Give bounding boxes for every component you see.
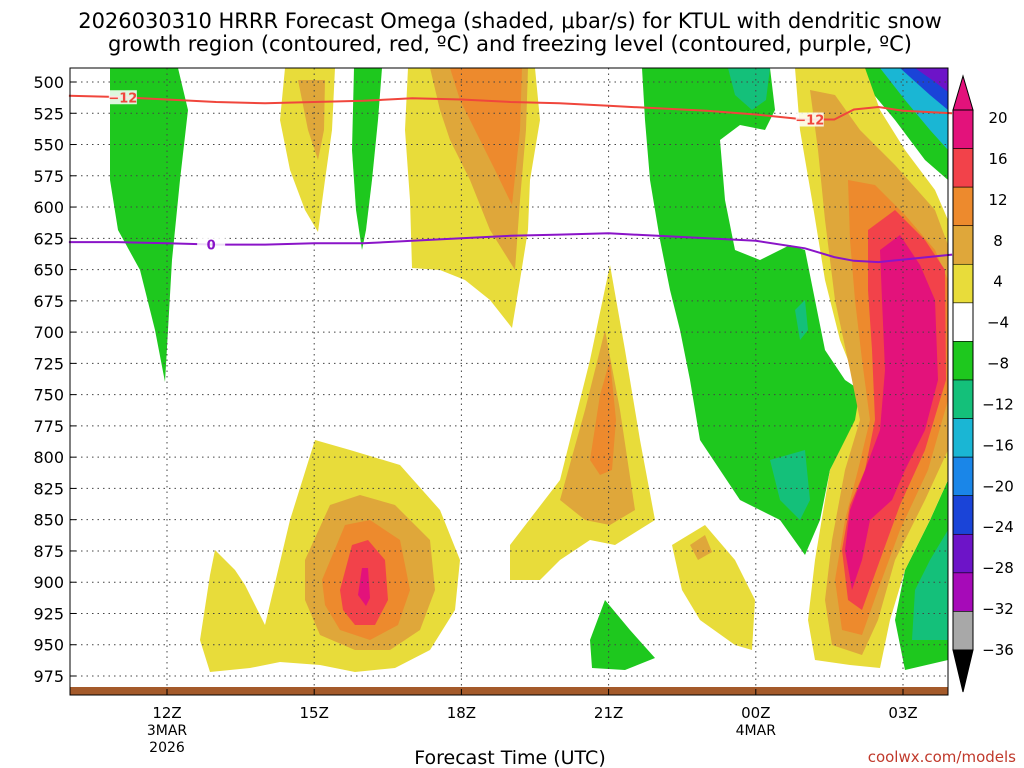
dendritic-growth-minus12-label-bg <box>795 112 824 127</box>
colorbar-swatch <box>952 379 974 419</box>
colorbar-swatch <box>952 341 974 381</box>
x-tick-label: 00Z <box>741 704 770 722</box>
colorbar-tick-label: −12 <box>982 395 1014 413</box>
x-tick-label: 15Z <box>300 704 329 722</box>
y-tick-label: 950 <box>33 636 64 655</box>
dendritic-growth-minus12-label: −12 <box>795 114 824 129</box>
colorbar-top-arrow <box>952 74 974 111</box>
omega-region-neg-right-cyan <box>912 530 948 640</box>
plot-frame <box>69 67 949 696</box>
x-tick-sublabel: 3MAR <box>147 723 188 739</box>
colorbar-frame <box>952 109 974 651</box>
omega-region-neg-center <box>642 68 860 555</box>
freezing-level-0-label-bg <box>197 237 226 252</box>
colorbar-tick-label: −8 <box>987 355 1009 373</box>
y-tick-label: 550 <box>33 136 64 155</box>
colorbar-tick-label: −20 <box>982 477 1014 495</box>
y-tick-label: 975 <box>33 667 64 686</box>
omega-region-neg-bottom <box>590 600 655 670</box>
y-tick-label: 600 <box>33 198 64 217</box>
colorbar-swatch <box>952 263 974 304</box>
y-tick-label: 700 <box>33 323 64 342</box>
omega-region-neg-cyan2 <box>770 450 810 520</box>
dendritic-growth-minus12-line <box>68 94 953 121</box>
omega-region-pos-d-pink <box>358 568 370 606</box>
colorbar-tick-label: −4 <box>987 314 1009 332</box>
y-tick-label: 650 <box>33 261 64 280</box>
x-tick-label: 12Z <box>152 704 181 722</box>
y-tick-label: 875 <box>33 542 64 561</box>
y-tick-label: 800 <box>33 448 64 467</box>
colorbar-tick-label: −16 <box>982 436 1014 454</box>
colorbar-swatch <box>952 186 974 227</box>
y-axis: 500 525 550 575 600 625 650 675 700 725 750 775 800 8… <box>33 73 76 686</box>
omega-region-pos-e-amber <box>690 535 712 560</box>
chart-title-line1: 2026030310 HRRR Forecast Omega (shaded, … <box>78 9 942 33</box>
omega-region-neg-topright-purple <box>915 68 948 92</box>
colorbar-swatch <box>952 302 974 342</box>
y-tick-label: 575 <box>33 167 64 186</box>
colorbar-tick-label: 16 <box>988 150 1007 168</box>
omega-region-pos-f-pink <box>845 235 938 590</box>
colorbar-bottom-arrow <box>952 649 974 693</box>
colorbar-swatch <box>952 533 974 574</box>
y-tick-label: 925 <box>33 604 64 623</box>
omega-region-neg-cyan1 <box>728 68 770 110</box>
contour-lines: −12 −12 0 <box>68 90 953 264</box>
y-tick-label: 825 <box>33 479 64 498</box>
y-tick-label: 850 <box>33 511 64 530</box>
y-tick-label: 675 <box>33 292 64 311</box>
colorbar-tick-label: −28 <box>982 559 1014 577</box>
omega-region-neg-cyan3 <box>795 300 808 340</box>
colorbar-swatch <box>952 495 974 535</box>
colorbar-swatch <box>952 572 974 612</box>
x-tick-label: 21Z <box>594 704 623 722</box>
credit-text: coolwx.com/models <box>868 748 1016 766</box>
colorbar-swatch <box>952 418 974 458</box>
colorbar-swatch <box>952 611 974 651</box>
x-tick-label: 18Z <box>447 704 476 722</box>
dendritic-growth-minus12-label-bg <box>108 90 137 105</box>
colorbar-tick-label: 12 <box>988 191 1007 209</box>
x-tick-sublabel: 2026 <box>149 740 185 756</box>
omega-region-neg-narrow <box>352 68 382 250</box>
x-tick-sublabel: 4MAR <box>736 723 777 739</box>
colorbar-tick-label: 20 <box>988 109 1007 127</box>
y-tick-label: 525 <box>33 104 64 123</box>
colorbar-swatch <box>952 109 974 149</box>
dendritic-growth-minus12-label: −12 <box>108 91 137 106</box>
omega-region-pos-a-orange <box>298 80 325 160</box>
colorbar-swatch <box>952 456 974 497</box>
colorbar-swatch <box>952 225 974 265</box>
omega-shading <box>110 68 948 672</box>
omega-region-pos-e <box>672 525 755 650</box>
colorbar-tick-label: 4 <box>993 273 1003 291</box>
colorbar-tick-label: −32 <box>982 600 1014 618</box>
chart-title-line2: growth region (contoured, red, ºC) and f… <box>108 32 912 56</box>
colorbar-swatch <box>952 148 974 188</box>
ground-surface <box>70 687 948 695</box>
y-tick-label: 900 <box>33 573 64 592</box>
freezing-level-0-label: 0 <box>207 238 216 253</box>
y-tick-label: 500 <box>33 73 64 92</box>
colorbar: 20 16 12 8 4 −4 −8 −12 −16 −20 −24 −28 −32 −36 <box>952 74 1014 693</box>
y-tick-label: 750 <box>33 386 64 405</box>
x-axis-label: Forecast Time (UTC) <box>414 747 605 768</box>
colorbar-tick-label: −36 <box>982 641 1014 659</box>
omega-region-neg-left <box>110 68 188 382</box>
x-tick-label: 03Z <box>888 704 917 722</box>
y-tick-label: 625 <box>33 229 64 248</box>
colorbar-tick-label: −24 <box>982 518 1014 536</box>
omega-region-pos-c-orange <box>590 360 616 475</box>
freezing-level-0-line <box>68 232 953 264</box>
colorbar-tick-label: 8 <box>993 232 1003 250</box>
y-tick-label: 775 <box>33 417 64 436</box>
y-tick-label: 725 <box>33 354 64 373</box>
